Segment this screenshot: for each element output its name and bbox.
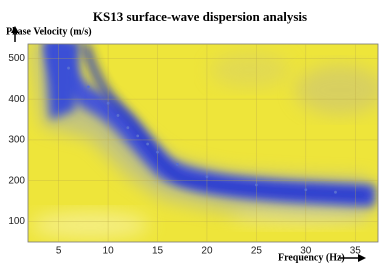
x-arrow-head [358,254,366,262]
picked-point [146,142,150,146]
picked-point [126,126,130,130]
picked-point [205,175,209,179]
picked-point [156,150,159,154]
x-tick-label: 5 [56,246,62,257]
picked-point [136,134,140,138]
y-arrow-head [11,26,19,33]
picked-point [116,114,120,117]
energy-image [28,44,378,242]
picked-point [334,190,337,194]
picked-point [175,163,179,166]
picked-point [86,85,90,89]
picked-point [67,66,70,70]
picked-point [254,183,258,187]
x-axis-label: Frequency (Hz) [278,252,345,263]
x-tick-label: 15 [152,246,164,257]
y-axis-label: Phase Velocity (m/s) [6,26,92,37]
y-tick-label: 500 [8,53,25,64]
y-tick-label: 200 [8,175,25,186]
picked-point [106,101,110,105]
y-tick-label: 100 [8,216,25,227]
y-tick-label: 300 [8,135,25,146]
x-tick-label: 30 [300,246,312,257]
chart-title: KS13 surface-wave dispersion analysis [93,9,307,24]
y-tick-label: 400 [8,94,25,105]
x-tick-label: 35 [350,246,362,257]
x-tick-label: 10 [103,246,115,257]
x-tick-label: 20 [201,246,213,257]
x-tick-label: 25 [251,246,263,257]
plot-frame [27,43,379,243]
picked-point [304,188,308,192]
